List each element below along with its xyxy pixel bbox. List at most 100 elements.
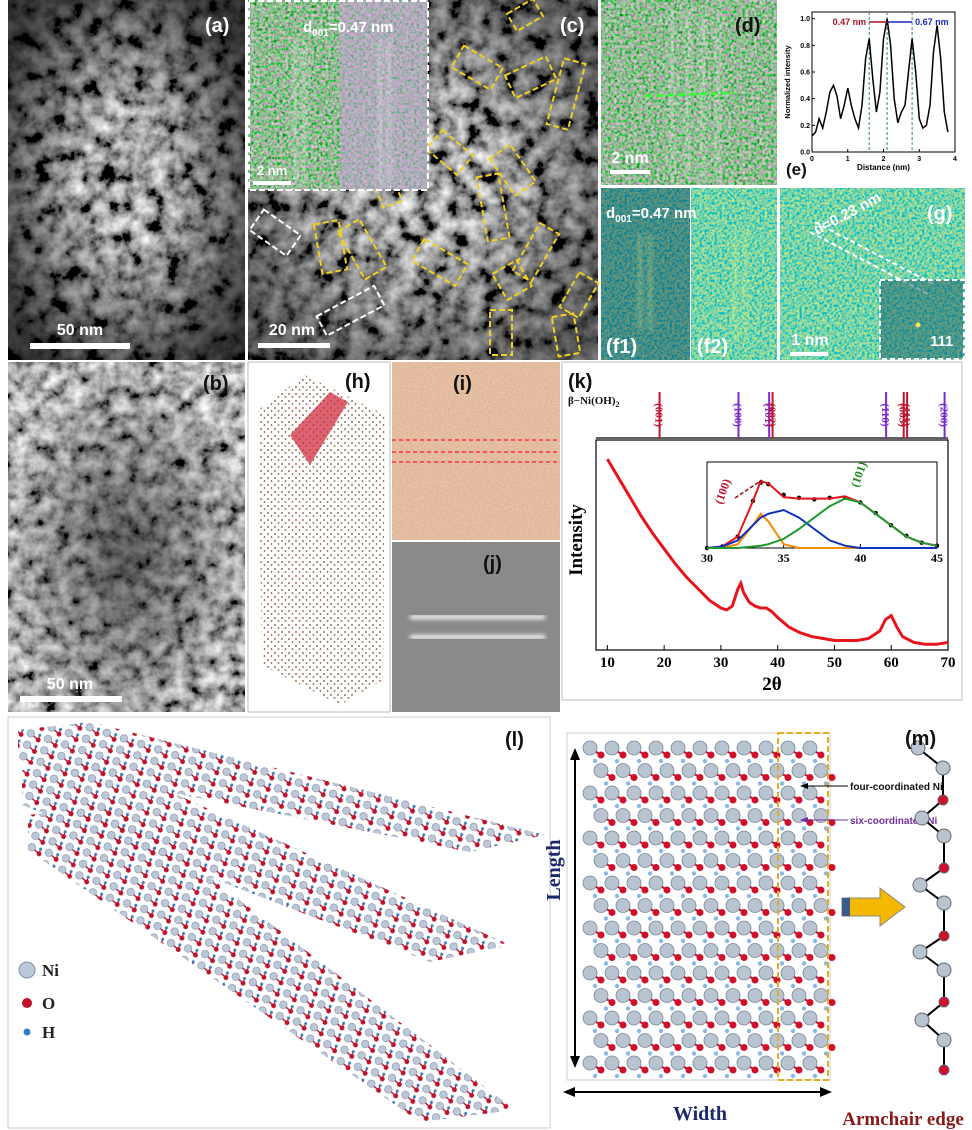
o-atom (597, 976, 605, 984)
o-atom (828, 909, 836, 916)
h-atom (801, 1051, 807, 1056)
o-atom (674, 1044, 682, 1051)
ni-atom (703, 853, 719, 868)
h-atom (680, 1028, 686, 1034)
ni-atom (648, 1055, 664, 1071)
ni-atom (659, 808, 675, 823)
ni-atom (604, 740, 620, 756)
ni-atom (604, 875, 620, 891)
o-atom (806, 1044, 814, 1051)
ni-atom (747, 1033, 763, 1048)
o-atom (718, 864, 726, 871)
ni-atom (681, 1033, 697, 1048)
h-atom (724, 848, 730, 854)
x-tick-label: 10 (600, 655, 615, 671)
h-atom (735, 916, 741, 921)
armchair-chain (910, 740, 952, 1076)
h-atom (790, 893, 796, 899)
o-atom (619, 1066, 627, 1074)
ni-atom (692, 740, 708, 756)
o-atom (608, 819, 616, 826)
ni-atom (802, 875, 818, 891)
o-atom (707, 841, 715, 849)
ni-atom (747, 898, 763, 913)
ni-atom (802, 1010, 818, 1026)
ni-atom (604, 920, 620, 936)
ni-atom (714, 965, 730, 981)
o-atom (806, 819, 814, 826)
h-atom (603, 826, 609, 831)
h-atom (713, 871, 719, 876)
o-atom (784, 909, 792, 916)
h-atom (625, 1051, 631, 1056)
o-atom (696, 819, 704, 826)
h-atom (790, 848, 796, 854)
ni-atom (626, 785, 642, 801)
panel-label: (m) (905, 728, 936, 750)
o-atom (597, 931, 605, 939)
legend-label: O (42, 994, 55, 1013)
h-atom (702, 983, 708, 989)
ni-atom (648, 1010, 664, 1026)
ni-atom (626, 1055, 642, 1071)
h-atom (658, 1028, 664, 1034)
o-atom (729, 751, 737, 759)
scale-label: 50 nm (57, 322, 103, 339)
o-atom (685, 1066, 693, 1074)
h-atom (691, 826, 697, 831)
annotation: six-coordinated Ni (850, 816, 937, 827)
h-atom (603, 1006, 609, 1011)
o-atom (652, 954, 660, 961)
o-atom (608, 999, 616, 1006)
arrow-head (800, 817, 808, 823)
h-atom (647, 916, 653, 921)
h-atom (713, 916, 719, 921)
o-atom (685, 886, 693, 894)
ni-atom (593, 943, 609, 958)
o-atom (751, 1021, 759, 1029)
ni-atom (626, 1010, 642, 1026)
ni-atom (615, 988, 631, 1003)
o-atom (619, 841, 627, 849)
subscript: 001 (312, 28, 329, 39)
o-atom (937, 794, 949, 806)
h-atom (735, 1006, 741, 1011)
o-atom (674, 819, 682, 826)
o-atom (795, 1066, 803, 1074)
ni-atom (813, 898, 829, 913)
h-atom (614, 803, 620, 809)
h-atom (812, 803, 818, 809)
o-atom (806, 954, 814, 961)
o-atom (751, 931, 759, 939)
o-atom (795, 931, 803, 939)
ni-atom (692, 965, 708, 981)
ni-atom (692, 785, 708, 801)
scale-bar (258, 343, 330, 348)
ni-atom (670, 965, 686, 981)
o-atom (707, 1066, 715, 1074)
o-atom (795, 841, 803, 849)
o-atom (630, 864, 638, 871)
axes (595, 439, 949, 651)
o-atom (652, 774, 660, 781)
h-atom (603, 1051, 609, 1056)
ni-atom (703, 1033, 719, 1048)
o-atom (619, 1021, 627, 1029)
h-atom (658, 758, 664, 764)
h-atom (735, 781, 741, 786)
o-atom (608, 954, 616, 961)
ni-atom (582, 785, 598, 801)
o-atom (685, 976, 693, 984)
h-atom (768, 758, 774, 764)
panel-label: (l) (505, 729, 524, 751)
o-atom (751, 1066, 759, 1074)
scale-label: 2 nm (257, 163, 287, 178)
o-atom (685, 796, 693, 804)
h-atom (702, 1073, 708, 1079)
y-tick-label: 0.8 (800, 43, 810, 50)
ni-atom (780, 830, 796, 846)
spacing-label: d001=0.47 nm (303, 19, 393, 39)
h-atom (636, 1073, 642, 1079)
h-atom (680, 848, 686, 854)
ni-atom (935, 760, 951, 776)
